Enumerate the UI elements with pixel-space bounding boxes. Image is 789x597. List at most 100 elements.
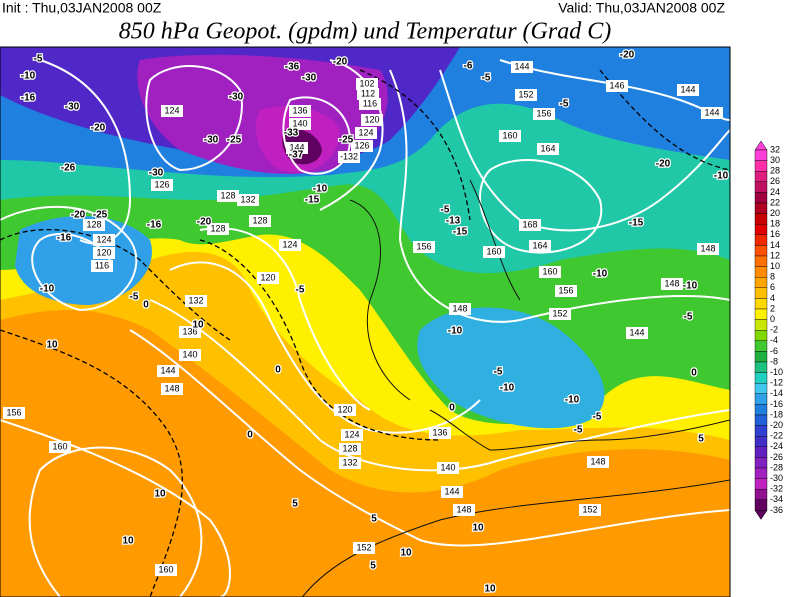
contour-label-box bbox=[338, 151, 360, 163]
temperature-label: -5 bbox=[34, 54, 43, 65]
temperature-label: -5 bbox=[494, 367, 503, 378]
contour-label-box bbox=[413, 241, 435, 253]
colorbar-label: 28 bbox=[770, 166, 780, 176]
temperature-label: -25 bbox=[339, 135, 354, 146]
colorbar-swatch bbox=[754, 277, 768, 289]
geopotential-label: 156 bbox=[536, 108, 551, 118]
colorbar-swatch bbox=[754, 287, 768, 299]
contour-label-box bbox=[279, 239, 301, 251]
temperature-label: -30 bbox=[302, 73, 317, 84]
geopotential-label: 102 bbox=[359, 78, 374, 88]
temperature-label: 10 bbox=[484, 584, 496, 595]
colorbar-label: -6 bbox=[770, 346, 778, 356]
contour-label-box bbox=[511, 61, 533, 73]
contour-label-box bbox=[533, 108, 555, 120]
colorbar-label: 22 bbox=[770, 197, 780, 207]
colorbar-swatch bbox=[754, 383, 768, 395]
valid-time: Valid: Thu,03JAN2008 00Z bbox=[558, 0, 725, 16]
contour-label-box bbox=[361, 114, 383, 126]
colorbar-label: -24 bbox=[770, 441, 783, 451]
geopotential-label: 152 bbox=[552, 308, 567, 318]
contour-label-box bbox=[185, 295, 207, 307]
contour-label-box bbox=[179, 326, 201, 338]
contour-label-box bbox=[429, 427, 451, 439]
geopotential-label: 124 bbox=[164, 105, 179, 115]
contour-label-box bbox=[579, 504, 601, 516]
colorbar-label: 2 bbox=[770, 303, 775, 313]
colorbar-swatch bbox=[754, 489, 768, 501]
temperature-label: -5 bbox=[441, 205, 450, 216]
temperature-label: -30 bbox=[149, 168, 164, 179]
contour-label-box bbox=[91, 260, 113, 272]
geopotential-label: 148 bbox=[664, 278, 679, 288]
geopotential-label: 144 bbox=[680, 84, 695, 94]
temperature-label: -5 bbox=[593, 412, 602, 423]
colorbar-label: -8 bbox=[770, 356, 778, 366]
contour-label-box bbox=[339, 443, 361, 455]
geopotential-label: 144 bbox=[160, 365, 175, 375]
temperature-label: -5 bbox=[684, 312, 693, 323]
geopotential-label: 148 bbox=[700, 243, 715, 253]
geopotential-label: 160 bbox=[486, 246, 501, 256]
geopotential-label: 124 bbox=[344, 429, 359, 439]
contour-label-box bbox=[626, 327, 648, 339]
contour-label-box bbox=[441, 486, 463, 498]
map-title: 850 hPa Geopot. (gpdm) und Temperatur (G… bbox=[119, 19, 611, 45]
colorbar-swatch bbox=[754, 170, 768, 182]
colorbar-label: -12 bbox=[770, 378, 783, 388]
colorbar-label: 6 bbox=[770, 282, 775, 292]
temperature-label: 10 bbox=[472, 523, 484, 534]
geopotential-label: 128 bbox=[252, 215, 267, 225]
colorbar-swatch bbox=[754, 319, 768, 331]
colorbar-label: 30 bbox=[770, 155, 780, 165]
colorbar-label: -28 bbox=[770, 462, 783, 472]
colorbar-label: -26 bbox=[770, 452, 783, 462]
temperature-label: -37 bbox=[289, 150, 304, 161]
temperature-label: -30 bbox=[204, 135, 219, 146]
colorbar: 32302826242220181614121086420-2-4-6-8-10… bbox=[754, 140, 783, 520]
colorbar-swatch bbox=[754, 404, 768, 416]
geopotential-label: 136 bbox=[182, 326, 197, 336]
colorbar-swatch bbox=[754, 457, 768, 469]
contour-label-box bbox=[93, 234, 115, 246]
geopotential-label: 152 bbox=[582, 504, 597, 514]
colorbar-swatch bbox=[754, 340, 768, 352]
contour-label-box bbox=[3, 407, 25, 419]
colorbar-label: -4 bbox=[770, 335, 778, 345]
colorbar-swatch bbox=[754, 467, 768, 479]
colorbar-label: -18 bbox=[770, 409, 783, 419]
contour-label-box bbox=[237, 194, 259, 206]
geopotential-label: 144 bbox=[514, 61, 529, 71]
temperature-label: 10 bbox=[192, 320, 204, 331]
colorbar-swatch bbox=[754, 372, 768, 384]
temperature-label: -10 bbox=[313, 184, 328, 195]
geopotential-label: 136 bbox=[432, 427, 447, 437]
geopotential-label: 136 bbox=[292, 105, 307, 115]
contour-label-box bbox=[161, 383, 183, 395]
contour-label-box bbox=[49, 441, 71, 453]
geopotential-label: 156 bbox=[558, 285, 573, 295]
temperature-label: -16 bbox=[21, 93, 36, 104]
temperature-label: 0 bbox=[275, 365, 281, 376]
colorbar-label: 12 bbox=[770, 250, 780, 260]
colorbar-label: -22 bbox=[770, 431, 783, 441]
geopotential-label: 140 bbox=[182, 349, 197, 359]
geopotential-label: 160 bbox=[158, 564, 173, 574]
colorbar-swatch bbox=[754, 393, 768, 405]
contour-label-box bbox=[499, 130, 521, 142]
contour-label-box bbox=[453, 504, 475, 516]
colorbar-label: -30 bbox=[770, 473, 783, 483]
contour-label-box bbox=[357, 88, 379, 100]
geopotential-label: 124 bbox=[96, 234, 111, 244]
geopotential-label: 144 bbox=[704, 107, 719, 117]
geopotential-label: 160 bbox=[542, 266, 557, 276]
geopotential-label: 116 bbox=[95, 260, 109, 270]
colorbar-swatch bbox=[754, 436, 768, 448]
temperature-label: -6 bbox=[464, 61, 473, 72]
colorbar-swatch bbox=[754, 202, 768, 214]
geopotential-label: 120 bbox=[337, 404, 352, 414]
contour-label-box bbox=[157, 365, 179, 377]
temperature-label: 0 bbox=[247, 430, 253, 441]
geopotential-label: 128 bbox=[86, 219, 101, 229]
contour-label-box bbox=[257, 272, 279, 284]
